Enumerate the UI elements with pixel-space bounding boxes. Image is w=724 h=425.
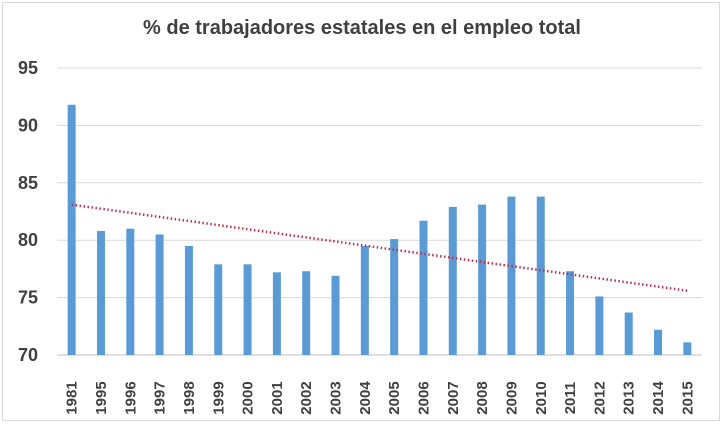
y-tick-label: 95 [18, 58, 38, 78]
y-tick-label: 70 [18, 345, 38, 365]
bar-1998 [184, 245, 193, 355]
x-tick-label: 1997 [152, 381, 169, 414]
bar-1997 [155, 234, 164, 355]
bar-2009 [507, 196, 516, 355]
bar-2000 [243, 264, 252, 355]
bar-2007 [448, 206, 457, 355]
bar-2005 [390, 239, 399, 355]
x-tick-label: 2005 [386, 381, 403, 414]
bar-1981 [67, 104, 76, 356]
x-tick-label: 1995 [93, 381, 110, 414]
bar-2003 [331, 275, 340, 355]
trendline-layer [71, 203, 688, 292]
linear-trendline [71, 203, 688, 292]
bar-2001 [272, 272, 281, 355]
x-tick-label: 2007 [445, 381, 462, 414]
bar-2010 [536, 196, 545, 355]
bar-2015 [683, 342, 692, 355]
y-tick-label: 90 [18, 115, 38, 135]
y-tick-label: 75 [18, 288, 38, 308]
bar-2011 [566, 271, 575, 355]
x-tick-label: 2002 [298, 381, 315, 414]
bar-2002 [302, 271, 311, 355]
x-tick-label: 1981 [64, 381, 81, 414]
x-tick-label: 2012 [591, 381, 608, 414]
x-tick-label: 2004 [357, 381, 374, 415]
y-tick-label: 80 [18, 230, 38, 250]
chart-title: % de trabajadores estatales en el empleo… [143, 17, 581, 39]
y-tick-label: 85 [18, 173, 38, 193]
x-tick-label: 2003 [328, 381, 345, 414]
bar-1995 [96, 231, 105, 355]
bar-2004 [360, 245, 369, 355]
x-tick-label: 1999 [210, 381, 227, 414]
bar-1996 [126, 228, 135, 355]
bar-1999 [214, 264, 223, 355]
bars [67, 104, 692, 356]
x-axis-ticks: 1981 1995 1996 1997 1998 1999 2000 2001 2002 2003… [64, 381, 697, 415]
bar-2014 [654, 329, 663, 355]
x-tick-label: 2001 [269, 381, 286, 414]
x-tick-label: 1996 [122, 381, 139, 414]
bar-2013 [624, 312, 633, 355]
bar-2008 [478, 204, 487, 355]
bar-2012 [595, 296, 604, 355]
x-tick-label: 2015 [679, 381, 696, 414]
x-tick-label: 2014 [650, 381, 667, 415]
x-tick-label: 1998 [181, 381, 198, 414]
x-tick-label: 2008 [474, 381, 491, 414]
x-tick-label: 2011 [562, 382, 579, 415]
bar-2006 [419, 220, 428, 355]
x-tick-label: 2013 [621, 381, 638, 414]
x-tick-label: 2010 [533, 381, 550, 414]
y-axis-ticks: 70 75 80 85 90 95 [18, 58, 38, 365]
x-tick-label: 2009 [503, 381, 520, 414]
gridlines [57, 67, 702, 356]
x-tick-label: 2006 [415, 381, 432, 414]
x-tick-label: 2000 [240, 381, 257, 414]
